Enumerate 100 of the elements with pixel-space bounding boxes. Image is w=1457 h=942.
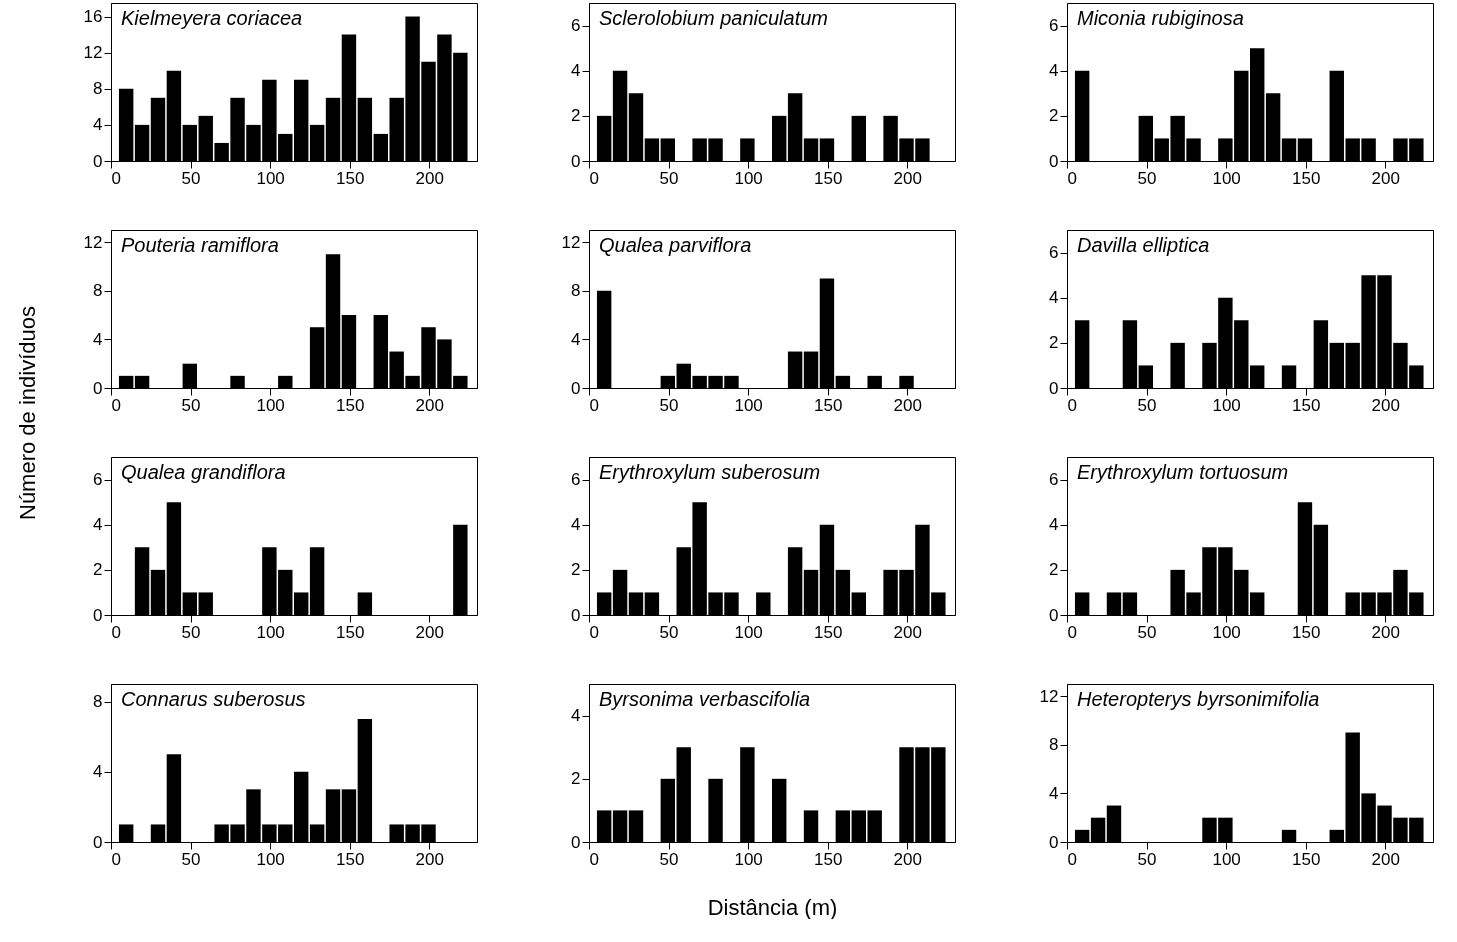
x-tick-label: 50 bbox=[181, 622, 201, 642]
x-tick-label: 0 bbox=[589, 168, 599, 188]
y-tick-label: 4 bbox=[1049, 783, 1059, 803]
x-tick-label: 100 bbox=[734, 168, 763, 188]
chart-title: Connarus suberosus bbox=[121, 688, 306, 710]
x-tick-label: 50 bbox=[659, 395, 679, 415]
x-tick-label: 150 bbox=[814, 622, 843, 642]
x-tick-label: 0 bbox=[589, 622, 599, 642]
y-tick-label: 0 bbox=[93, 832, 103, 852]
y-tick-label: 2 bbox=[571, 560, 581, 580]
x-tick-label: 100 bbox=[1212, 395, 1241, 415]
y-tick-label: 2 bbox=[1049, 106, 1059, 126]
x-tick-label: 50 bbox=[181, 395, 201, 415]
x-tick-label: 200 bbox=[1371, 168, 1400, 188]
x-tick-label: 200 bbox=[1371, 849, 1400, 869]
x-tick-label: 0 bbox=[1067, 168, 1077, 188]
x-tick-label: 0 bbox=[111, 849, 121, 869]
x-tick-label: 150 bbox=[814, 395, 843, 415]
x-axis-title: Distância (m) bbox=[707, 894, 838, 920]
x-tick-label: 150 bbox=[336, 168, 365, 188]
y-tick-label: 0 bbox=[571, 605, 581, 625]
x-tick-label: 50 bbox=[1137, 849, 1157, 869]
y-tick-label: 0 bbox=[1049, 378, 1059, 398]
y-tick-label: 4 bbox=[571, 329, 581, 349]
y-tick-label: 6 bbox=[1049, 243, 1059, 263]
x-tick-label: 200 bbox=[1371, 395, 1400, 415]
chart-title: Erythroxylum suberosum bbox=[599, 461, 821, 483]
chart-title: Erythroxylum tortuosum bbox=[1077, 461, 1289, 483]
x-tick-label: 150 bbox=[1292, 622, 1321, 642]
y-tick-label: 6 bbox=[571, 470, 581, 490]
x-tick-label: 50 bbox=[659, 849, 679, 869]
x-tick-label: 100 bbox=[734, 849, 763, 869]
y-tick-label: 8 bbox=[93, 79, 103, 99]
x-tick-label: 200 bbox=[893, 622, 922, 642]
y-tick-label: 6 bbox=[1049, 16, 1059, 36]
x-tick-label: 100 bbox=[256, 395, 285, 415]
x-tick-label: 50 bbox=[659, 168, 679, 188]
y-tick-label: 2 bbox=[571, 106, 581, 126]
y-tick-label: 6 bbox=[93, 470, 103, 490]
y-tick-label: 0 bbox=[93, 151, 103, 171]
y-tick-label: 8 bbox=[93, 281, 103, 301]
y-tick-label: 4 bbox=[93, 515, 103, 535]
x-tick-label: 0 bbox=[111, 168, 121, 188]
x-tick-label: 150 bbox=[336, 395, 365, 415]
y-tick-label: 4 bbox=[1049, 61, 1059, 81]
x-tick-label: 50 bbox=[1137, 395, 1157, 415]
x-tick-label: 200 bbox=[893, 849, 922, 869]
x-tick-label: 50 bbox=[659, 622, 679, 642]
x-tick-label: 100 bbox=[256, 622, 285, 642]
x-tick-label: 150 bbox=[1292, 395, 1321, 415]
y-tick-label: 4 bbox=[93, 762, 103, 782]
x-tick-label: 100 bbox=[256, 168, 285, 188]
x-tick-label: 200 bbox=[415, 622, 444, 642]
y-tick-label: 4 bbox=[93, 115, 103, 135]
x-tick-label: 100 bbox=[734, 395, 763, 415]
chart-title: Davilla elliptica bbox=[1077, 234, 1210, 256]
x-tick-label: 200 bbox=[415, 395, 444, 415]
x-tick-label: 0 bbox=[589, 395, 599, 415]
y-tick-label: 2 bbox=[1049, 560, 1059, 580]
x-tick-label: 150 bbox=[814, 849, 843, 869]
y-tick-label: 2 bbox=[93, 560, 103, 580]
x-tick-label: 50 bbox=[1137, 622, 1157, 642]
x-tick-label: 100 bbox=[1212, 849, 1241, 869]
y-tick-label: 0 bbox=[571, 832, 581, 852]
x-tick-label: 0 bbox=[111, 395, 121, 415]
y-axis-title: Número de indivíduos bbox=[14, 305, 40, 521]
chart-title: Kielmeyera coriacea bbox=[121, 7, 303, 29]
x-tick-label: 0 bbox=[589, 849, 599, 869]
y-tick-label: 0 bbox=[93, 605, 103, 625]
y-tick-label: 12 bbox=[83, 232, 103, 252]
chart-title: Byrsonima verbascifolia bbox=[599, 688, 811, 710]
x-tick-label: 0 bbox=[1067, 622, 1077, 642]
y-tick-label: 4 bbox=[571, 706, 581, 726]
x-tick-label: 150 bbox=[1292, 168, 1321, 188]
chart-title: Qualea grandiflora bbox=[121, 461, 286, 483]
y-tick-label: 12 bbox=[561, 232, 581, 252]
chart-title: Pouteria ramiflora bbox=[121, 234, 279, 256]
y-tick-label: 16 bbox=[83, 7, 103, 27]
chart-title: Miconia rubiginosa bbox=[1077, 7, 1244, 29]
x-tick-label: 200 bbox=[415, 168, 444, 188]
chart-title: Sclerolobium paniculatum bbox=[599, 7, 829, 29]
y-tick-label: 12 bbox=[1039, 686, 1059, 706]
y-tick-label: 4 bbox=[1049, 288, 1059, 308]
y-tick-label: 2 bbox=[571, 769, 581, 789]
x-tick-label: 100 bbox=[1212, 168, 1241, 188]
y-tick-label: 0 bbox=[571, 151, 581, 171]
y-tick-label: 4 bbox=[571, 515, 581, 535]
x-tick-label: 50 bbox=[181, 849, 201, 869]
x-tick-label: 150 bbox=[814, 168, 843, 188]
y-tick-label: 8 bbox=[571, 281, 581, 301]
y-tick-label: 2 bbox=[1049, 333, 1059, 353]
x-tick-label: 50 bbox=[181, 168, 201, 188]
y-tick-label: 0 bbox=[1049, 605, 1059, 625]
x-tick-label: 100 bbox=[256, 849, 285, 869]
x-tick-label: 0 bbox=[1067, 395, 1077, 415]
x-tick-label: 200 bbox=[415, 849, 444, 869]
x-tick-label: 200 bbox=[893, 168, 922, 188]
x-tick-label: 100 bbox=[734, 622, 763, 642]
y-tick-label: 4 bbox=[93, 329, 103, 349]
x-tick-label: 0 bbox=[1067, 849, 1077, 869]
